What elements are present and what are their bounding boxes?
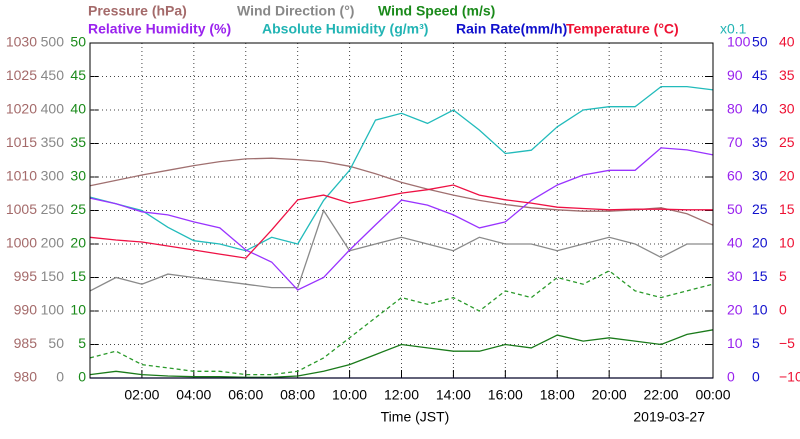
series-line xyxy=(89,85,714,252)
x-tick-label: 16:00 xyxy=(488,387,523,403)
y-tick-label: 100 xyxy=(727,34,751,50)
y-tick-label: 1010 xyxy=(6,168,37,184)
y-tick-label: 25 xyxy=(752,201,768,217)
y-tick-label: 80 xyxy=(727,101,743,117)
y-tick-label: 985 xyxy=(14,335,38,351)
plot-frame xyxy=(89,42,714,379)
y-tick-label: 30 xyxy=(727,268,743,284)
y-tick-label: 40 xyxy=(727,235,743,251)
axis-title: Relative Humidity (%) xyxy=(88,21,231,37)
y-tick-label: 0 xyxy=(752,369,760,385)
x-tick-label: 04:00 xyxy=(176,387,211,403)
x-axis-title: Time (JST) xyxy=(381,409,450,425)
axis-title: Pressure (hPa) xyxy=(88,3,187,19)
y-tick-label: 1020 xyxy=(6,101,37,117)
x-tick-label: 02:00 xyxy=(124,387,159,403)
x-tick-label: 10:00 xyxy=(332,387,367,403)
series-line xyxy=(89,270,714,376)
date-label: 2019-03-27 xyxy=(633,409,705,425)
y-tick-label: 30 xyxy=(779,101,795,117)
y-tick-label: 5 xyxy=(78,335,86,351)
series-line xyxy=(89,209,713,292)
y-tick-label: 35 xyxy=(779,67,795,83)
y-tick-label: 0 xyxy=(727,369,735,385)
y-tick-label: 50 xyxy=(70,34,86,50)
y-tick-label: 45 xyxy=(70,67,86,83)
y-tick-label: 50 xyxy=(752,34,768,50)
x-tick-label: 06:00 xyxy=(228,387,263,403)
y-tick-label: 200 xyxy=(41,235,65,251)
axis-title: Rain Rate(mm/h) xyxy=(456,21,567,37)
x-tick-label: 00:00 xyxy=(695,387,730,403)
y-tick-label: 20 xyxy=(70,235,86,251)
y-tick-label: 1015 xyxy=(6,134,37,150)
y-tick-label: 150 xyxy=(41,268,65,284)
y-tick-label: 0 xyxy=(779,302,787,318)
series-line xyxy=(89,329,714,378)
x-tick-label: 22:00 xyxy=(644,387,679,403)
y-tick-label: 500 xyxy=(41,34,65,50)
y-tick-label: 995 xyxy=(14,268,38,284)
y-tick-label: 50 xyxy=(727,201,743,217)
y-tick-label: 40 xyxy=(752,101,768,117)
y-tick-label: 20 xyxy=(752,235,768,251)
y-tick-label: 20 xyxy=(727,302,743,318)
y-tick-label: 5 xyxy=(779,268,787,284)
y-tick-label: 70 xyxy=(727,134,743,150)
y-tick-label: 40 xyxy=(70,101,86,117)
y-tick-label: 0 xyxy=(56,369,64,385)
y-tick-label: 15 xyxy=(70,268,86,284)
axis-title: Temperature (°C) xyxy=(566,21,679,37)
y-tick-label: 1025 xyxy=(6,67,37,83)
y-tick-label: −10 xyxy=(779,369,800,385)
scale-label: x0.1 xyxy=(720,21,747,37)
x-tick-label: 18:00 xyxy=(540,387,575,403)
series-line xyxy=(89,157,714,226)
y-tick-label: 15 xyxy=(752,268,768,284)
series-line xyxy=(89,147,714,291)
y-tick-label: 15 xyxy=(779,201,795,217)
y-tick-label: 980 xyxy=(14,369,38,385)
y-tick-label: 10 xyxy=(752,302,768,318)
y-tick-label: 25 xyxy=(779,134,795,150)
x-tick-label: 08:00 xyxy=(280,387,315,403)
y-tick-label: 5 xyxy=(752,335,760,351)
y-tick-label: 10 xyxy=(70,302,86,318)
y-tick-label: 90 xyxy=(727,67,743,83)
axis-title: Wind Speed (m/s) xyxy=(378,3,495,19)
x-tick-label: 20:00 xyxy=(592,387,627,403)
series-line xyxy=(89,184,713,259)
y-tick-label: 250 xyxy=(41,201,65,217)
y-tick-label: −5 xyxy=(779,335,795,351)
y-tick-label: 35 xyxy=(70,134,86,150)
axis-title: Wind Direction (°) xyxy=(237,3,354,19)
y-tick-label: 30 xyxy=(70,168,86,184)
y-tick-label: 400 xyxy=(41,101,65,117)
y-tick-label: 25 xyxy=(70,201,86,217)
y-tick-label: 1030 xyxy=(6,34,37,50)
y-tick-label: 300 xyxy=(41,168,65,184)
x-tick-label: 14:00 xyxy=(436,387,471,403)
y-tick-label: 30 xyxy=(752,168,768,184)
y-tick-label: 100 xyxy=(41,302,65,318)
y-tick-label: 10 xyxy=(727,335,743,351)
y-tick-label: 20 xyxy=(779,168,795,184)
y-tick-label: 45 xyxy=(752,67,768,83)
y-tick-label: 1000 xyxy=(6,235,37,251)
y-tick-label: 40 xyxy=(779,34,795,50)
y-tick-label: 1005 xyxy=(6,201,37,217)
y-tick-label: 0 xyxy=(78,369,86,385)
y-tick-label: 60 xyxy=(727,168,743,184)
y-tick-label: 990 xyxy=(14,302,38,318)
x-tick-label: 12:00 xyxy=(384,387,419,403)
axis-title: Absolute Humidity (g/m³) xyxy=(262,21,428,37)
y-tick-label: 10 xyxy=(779,235,795,251)
y-tick-label: 350 xyxy=(41,134,65,150)
y-tick-label: 35 xyxy=(752,134,768,150)
y-tick-label: 450 xyxy=(41,67,65,83)
y-tick-label: 50 xyxy=(48,335,64,351)
